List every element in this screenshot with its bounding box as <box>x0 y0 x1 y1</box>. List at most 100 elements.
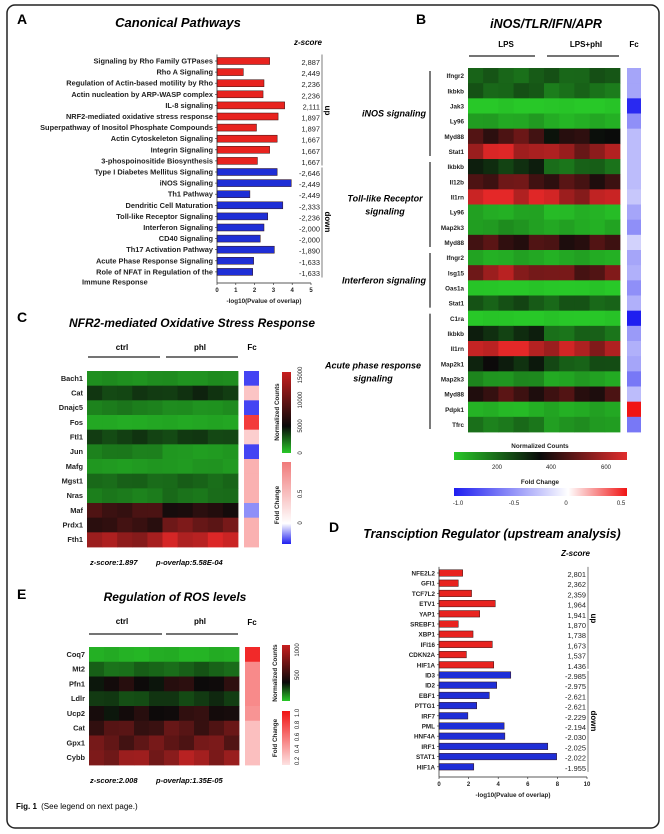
heatmap-cell <box>559 128 575 145</box>
category-label: Th1 Pathway <box>168 190 214 199</box>
heatmap-cell <box>604 159 621 175</box>
heatmap-cell <box>498 401 514 418</box>
bar <box>438 671 512 679</box>
heatmap-cell <box>574 98 590 114</box>
heatmap-cell <box>544 341 560 357</box>
heatmap-cell <box>498 83 514 99</box>
bar <box>216 101 285 110</box>
heatmap-cell <box>132 371 148 387</box>
bar <box>216 168 278 176</box>
fold-change-cell <box>245 647 260 663</box>
heatmap-cell <box>147 459 163 475</box>
c-fc-legend-label: Fold Change <box>274 485 281 524</box>
heatmap-cell <box>574 341 590 357</box>
heatmap-cell <box>102 473 118 489</box>
heatmap-cell <box>513 219 530 236</box>
heatmap-cell <box>528 219 545 236</box>
fold-change-cell <box>627 128 641 145</box>
zscore-value: -2.621 <box>565 692 586 701</box>
zscore-value: 1,964 <box>568 601 587 610</box>
heatmap-cell <box>87 488 103 504</box>
figure-caption: Fig. 1 (See legend on next page.) <box>16 802 138 811</box>
heatmap-cell <box>513 371 530 387</box>
bar <box>216 68 244 76</box>
zscore-value: 1,941 <box>568 611 587 620</box>
heatmap-cell <box>209 647 225 663</box>
fold-change-cell <box>627 356 641 372</box>
gene-label: Cybb <box>67 753 86 762</box>
fold-change-cell <box>627 143 641 160</box>
heatmap-cell <box>468 265 484 281</box>
heatmap-cell <box>498 310 514 327</box>
heatmap-cell <box>483 204 499 221</box>
heatmap-cell <box>147 532 163 548</box>
bar <box>216 90 264 99</box>
heatmap-cell <box>102 385 118 401</box>
heatmap-cell <box>483 250 499 266</box>
bar <box>438 691 490 699</box>
heatmap-cell <box>574 143 590 160</box>
gene-label: C1ra <box>450 316 464 323</box>
bar <box>438 712 469 720</box>
heatmap-cell <box>559 98 575 114</box>
panel-letter-c: C <box>17 309 27 325</box>
category-label: GFI1 <box>421 581 435 588</box>
bar <box>438 763 475 771</box>
category-label: IRF7 <box>421 713 435 720</box>
heatmap-cell <box>468 159 484 175</box>
heatmap-cell <box>222 532 239 548</box>
heatmap-cell <box>468 386 484 403</box>
heatmap-cell <box>134 676 150 692</box>
category-label: EBF1 <box>419 693 436 700</box>
heatmap-cell <box>544 280 560 296</box>
heatmap-cell <box>192 517 209 533</box>
bar <box>438 753 557 761</box>
e-zscore: z-score:2.008 <box>89 776 138 785</box>
heatmap-cell <box>162 503 178 519</box>
heatmap-cell <box>87 517 103 533</box>
figure-border <box>6 4 660 829</box>
heatmap-cell <box>528 356 545 372</box>
heatmap-cell <box>574 386 590 403</box>
gene-label: Ucp2 <box>67 709 85 718</box>
x-tick-label: 0 <box>215 288 219 294</box>
heatmap-cell <box>147 429 163 445</box>
heatmap-cell <box>559 371 575 387</box>
heatmap-cell <box>194 661 210 677</box>
heatmap-cell <box>177 488 194 504</box>
heatmap-cell <box>498 295 514 312</box>
heatmap-cell <box>207 517 224 533</box>
bar <box>438 589 472 597</box>
category-label: HIF1A <box>417 764 436 771</box>
gene-label: Map2k1 <box>441 361 465 368</box>
zscore-value: -2.022 <box>565 754 586 763</box>
fold-change-cell <box>244 400 259 416</box>
category-label: Actin Cytoskeleton Signaling <box>111 134 214 143</box>
heatmap-cell <box>589 234 606 251</box>
zscore-value: 2,111 <box>303 102 320 111</box>
heatmap-cell <box>468 401 484 418</box>
heatmap-cell <box>117 503 133 519</box>
b-fc-legend-label: Fold Change <box>521 479 560 486</box>
heatmap-cell <box>528 234 545 251</box>
heatmap-cell <box>544 98 560 114</box>
heatmap-cell <box>87 473 103 489</box>
heatmap-cell <box>209 691 225 707</box>
heatmap-cell <box>194 735 210 751</box>
heatmap-cell <box>468 83 484 99</box>
heatmap-cell <box>207 473 224 489</box>
b-counts-legend-label: Normalized Counts <box>511 443 569 450</box>
fold-change-cell <box>627 250 641 266</box>
zscore-value: -2.030 <box>565 733 586 742</box>
heatmap-cell <box>528 128 545 145</box>
heatmap-cell <box>528 265 545 281</box>
category-label: Integrin Signaling <box>151 145 214 154</box>
heatmap-cell <box>222 459 239 475</box>
heatmap-cell <box>483 83 499 99</box>
x-tick-label: 4 <box>291 288 295 294</box>
heatmap-cell <box>162 532 178 548</box>
category-label: CDKN2A <box>409 652 436 659</box>
heatmap-cell <box>498 128 514 145</box>
category-label: Immune Response <box>82 277 148 286</box>
gene-label: Cat <box>71 389 83 398</box>
